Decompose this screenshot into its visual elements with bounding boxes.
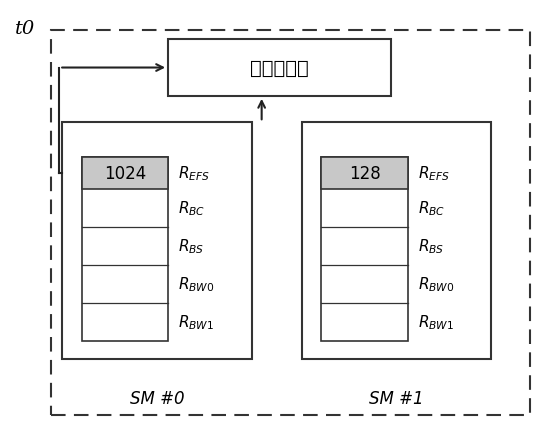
Bar	[51, 31, 530, 416]
Bar	[62, 123, 252, 359]
Text: 1024: 1024	[103, 165, 146, 183]
Bar	[82, 158, 168, 189]
Text: $R_{BC}$: $R_{BC}$	[418, 199, 445, 218]
Text: $R_{BC}$: $R_{BC}$	[178, 199, 205, 218]
Text: SM #1: SM #1	[369, 389, 424, 407]
Text: 128: 128	[349, 165, 381, 183]
Text: 控制处理器: 控制处理器	[250, 59, 309, 78]
Text: $R_{EFS}$: $R_{EFS}$	[418, 164, 449, 183]
Text: $R_{BW0}$: $R_{BW0}$	[178, 275, 215, 293]
Text: $R_{BS}$: $R_{BS}$	[418, 237, 444, 256]
Text: $R_{BW1}$: $R_{BW1}$	[178, 313, 214, 332]
Bar	[321, 158, 408, 341]
Bar	[168, 40, 391, 97]
Text: $R_{EFS}$: $R_{EFS}$	[178, 164, 210, 183]
Text: $R_{BS}$: $R_{BS}$	[178, 237, 205, 256]
Text: t0: t0	[15, 20, 35, 38]
Text: $R_{BW1}$: $R_{BW1}$	[418, 313, 454, 332]
Bar	[302, 123, 491, 359]
Text: $R_{BW0}$: $R_{BW0}$	[418, 275, 454, 293]
Bar	[82, 158, 168, 341]
Text: SM #0: SM #0	[130, 389, 184, 407]
Bar	[321, 158, 408, 189]
